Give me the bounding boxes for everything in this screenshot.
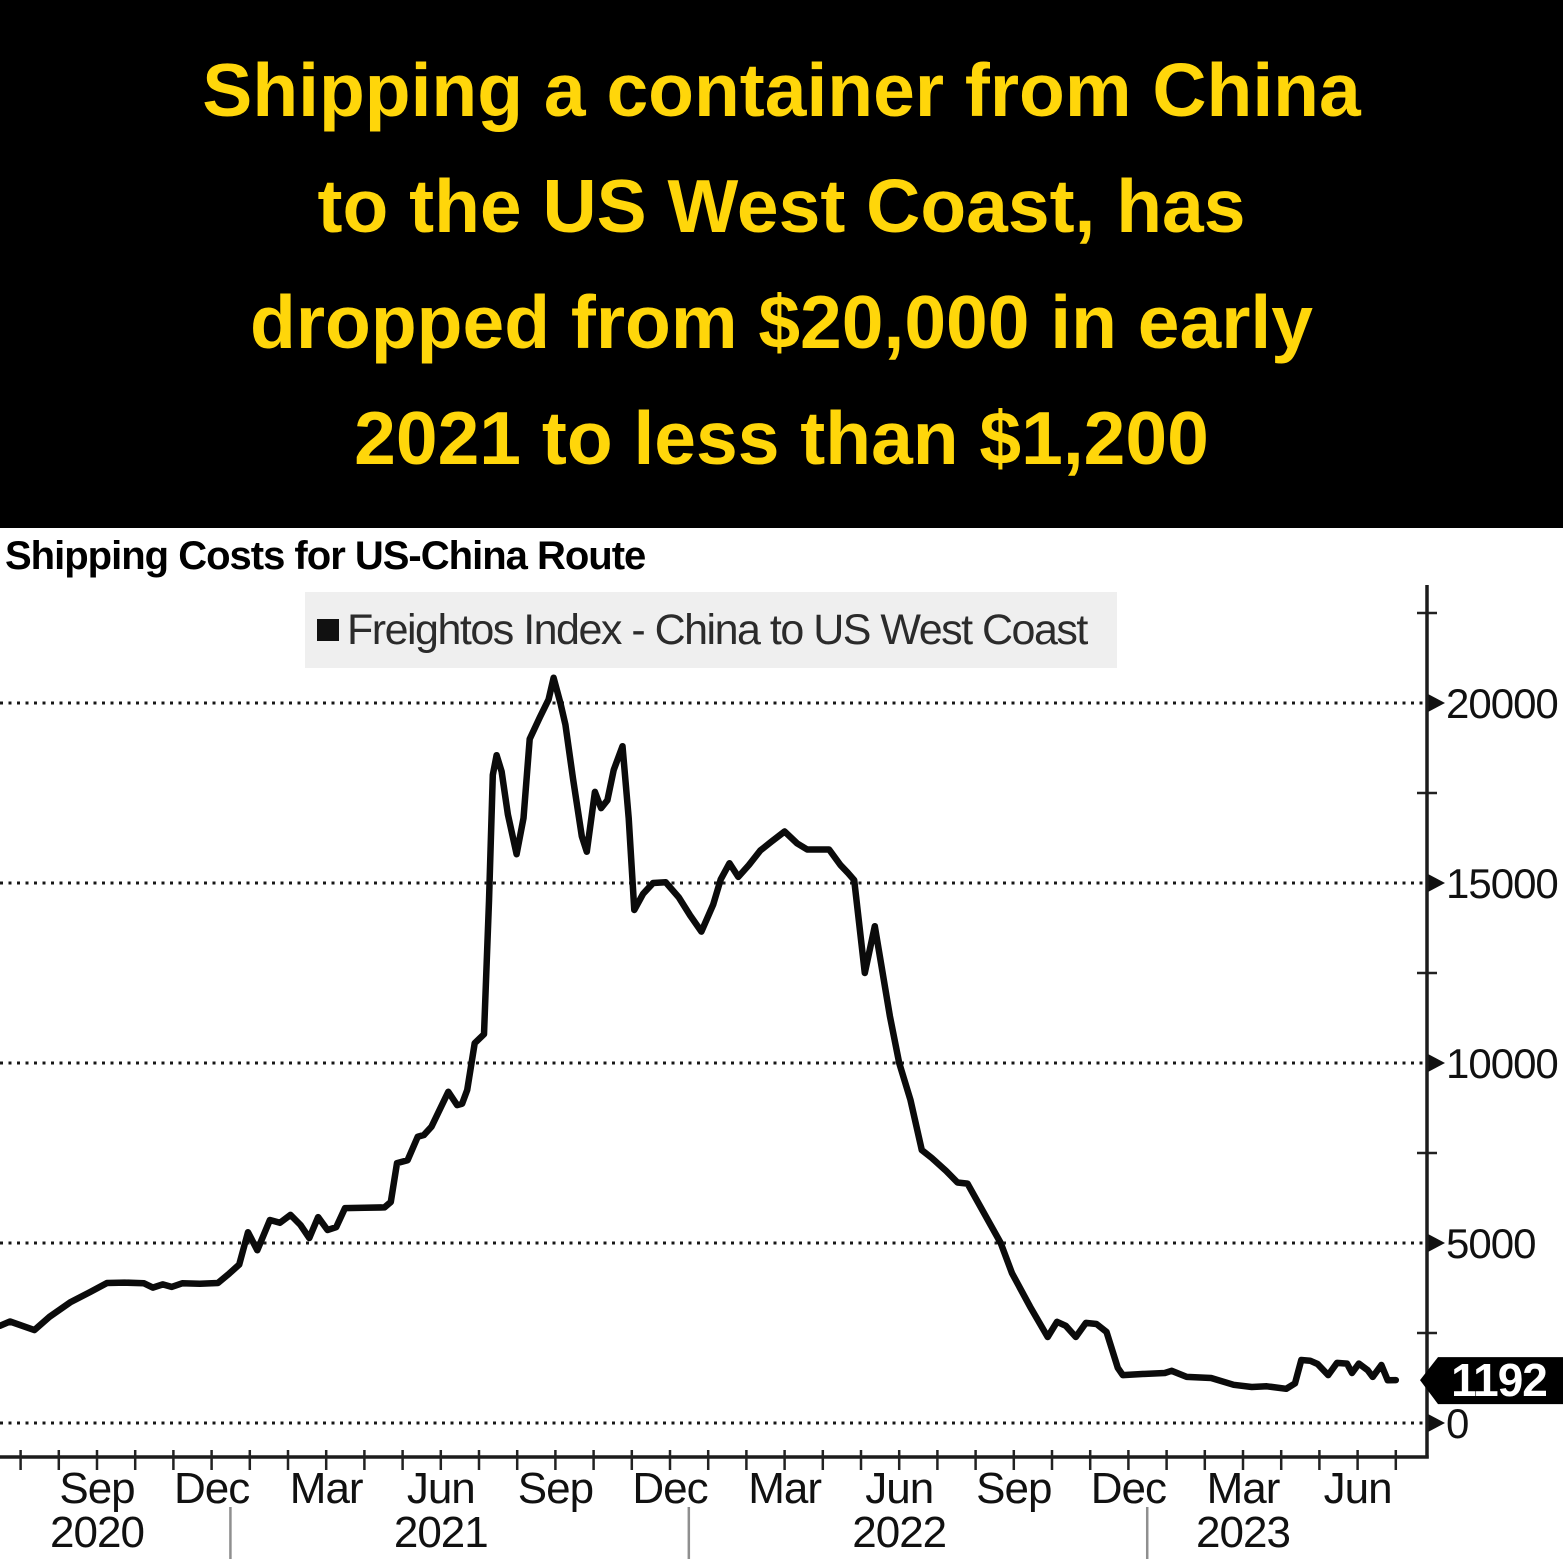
- x-quarter-label: Dec: [632, 1464, 707, 1513]
- y-tick-label: 5000: [1446, 1220, 1535, 1267]
- x-quarter-label: Mar: [748, 1464, 821, 1513]
- value-tag: [1420, 1357, 1563, 1405]
- x-quarter-label: Jun: [865, 1464, 933, 1513]
- legend-square-icon: [317, 619, 339, 641]
- x-year-label: 2022: [852, 1508, 946, 1557]
- x-quarter-label: Sep: [518, 1464, 593, 1513]
- x-year-label: 2020: [50, 1508, 144, 1557]
- headline-line-2: to the US West Coast, has: [317, 164, 1246, 248]
- headline-line-3: dropped from $20,000 in early: [250, 280, 1313, 364]
- x-quarter-label: Jun: [1324, 1464, 1392, 1513]
- series-line: [0, 674, 1400, 1393]
- x-quarter-label: Mar: [1207, 1464, 1280, 1513]
- y-tick-label: 10000: [1446, 1040, 1558, 1087]
- y-tick-label: 0: [1446, 1400, 1468, 1447]
- headline-line-4: 2021 to less than $1,200: [354, 396, 1209, 480]
- y-tick-label: 20000: [1446, 680, 1558, 727]
- y-tick-arrow-icon: [1428, 874, 1445, 892]
- x-year-label: 2023: [1196, 1508, 1290, 1557]
- y-tick-label: 15000: [1446, 860, 1558, 907]
- y-tick-arrow-icon: [1428, 694, 1445, 712]
- x-quarter-label: Jun: [407, 1464, 475, 1513]
- y-tick-arrow-icon: [1428, 1054, 1445, 1072]
- x-quarter-label: Dec: [1091, 1464, 1166, 1513]
- headline-line-1: Shipping a container from China: [202, 48, 1361, 132]
- x-quarter-label: Sep: [59, 1464, 134, 1513]
- legend-label: Freightos Index - China to US West Coast: [347, 605, 1088, 654]
- y-tick-arrow-icon: [1428, 1414, 1445, 1432]
- headline-banner: Shipping a container from China to the U…: [0, 0, 1563, 528]
- y-tick-arrow-icon: [1428, 1234, 1445, 1252]
- x-year-label: 2021: [394, 1508, 488, 1557]
- x-quarter-label: Mar: [290, 1464, 363, 1513]
- chart-title: Shipping Costs for US-China Route: [5, 534, 646, 578]
- chart-legend: Freightos Index - China to US West Coast: [305, 592, 1117, 668]
- x-quarter-label: Sep: [976, 1464, 1051, 1513]
- x-quarter-label: Dec: [174, 1464, 249, 1513]
- value-tag-label: 1192: [1451, 1354, 1547, 1406]
